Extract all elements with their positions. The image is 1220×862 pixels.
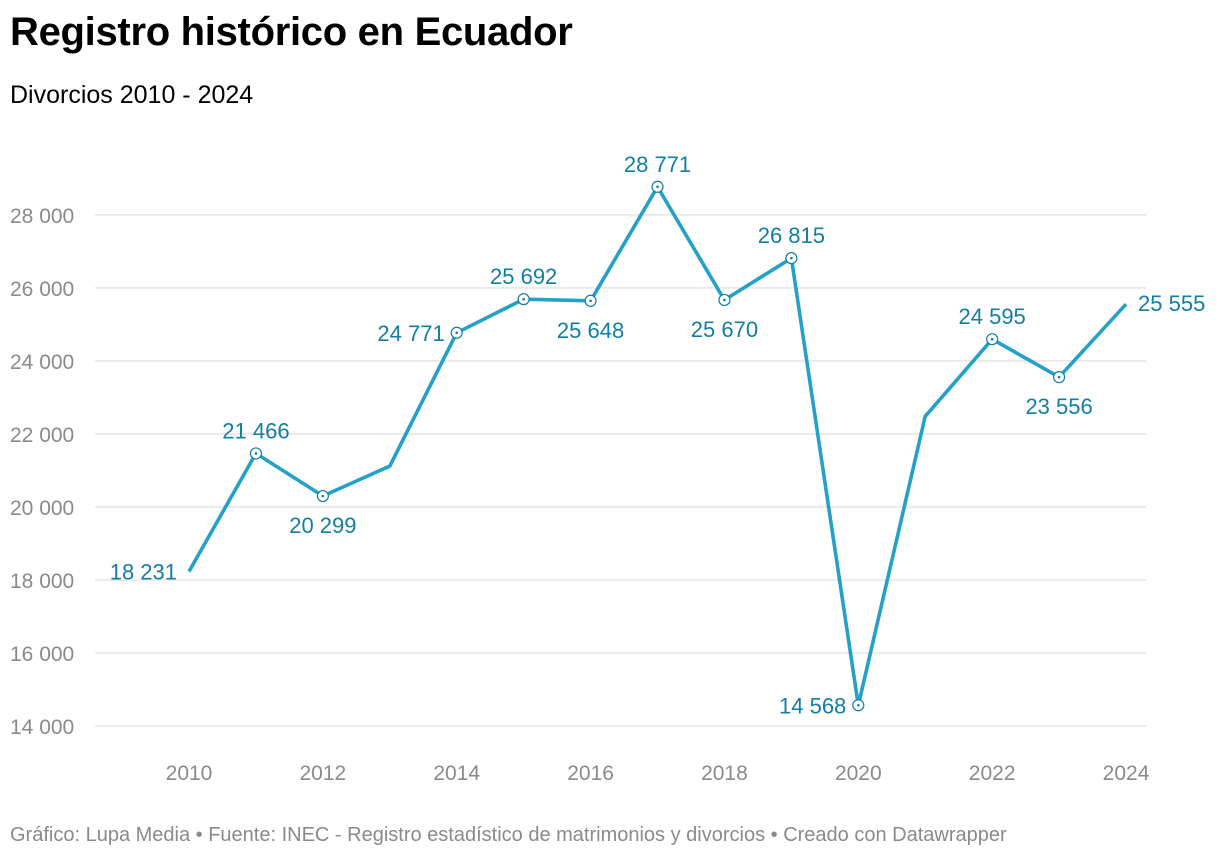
series-line: [187, 183, 1128, 706]
y-tick-label: 20 000: [10, 497, 74, 520]
data-point-dot: [857, 703, 860, 707]
x-tick-label: 2010: [166, 762, 213, 785]
data-point-dot: [1057, 375, 1061, 379]
chart-title: Registro histórico en Ecuador: [10, 10, 573, 54]
data-point-dot: [990, 337, 994, 341]
data-point-dot: [723, 298, 726, 302]
data-point-dot: [790, 256, 793, 260]
data-point-dot: [321, 494, 325, 498]
x-tick-label: 2016: [567, 762, 614, 785]
data-label: 25 670: [691, 317, 758, 342]
data-label: 20 299: [289, 513, 356, 538]
data-label: 21 466: [222, 418, 289, 443]
data-point-dot: [656, 185, 659, 189]
y-axis-ticks: 14 000 16 000 18 000 20 000 22 000 24 000 26 0…: [10, 205, 74, 739]
x-tick-label: 2018: [701, 762, 748, 785]
x-tick-label: 2012: [300, 762, 347, 785]
data-label: 18 231: [110, 560, 177, 585]
gridlines: [95, 214, 1146, 727]
data-label: 24 595: [959, 304, 1026, 329]
y-tick-label: 22 000: [10, 424, 74, 447]
data-label: 26 815: [758, 223, 825, 248]
data-point-dot: [589, 299, 592, 303]
data-label: 14 568: [779, 693, 846, 718]
data-labels: 18 231 21 466 20 299 24 771 25 692 25 648 28 7…: [110, 152, 1206, 719]
data-label: 25 555: [1138, 291, 1205, 316]
line-chart: 14 000 16 000 18 000 20 000 22 000 24 000 26 0…: [10, 152, 1206, 785]
x-tick-label: 2022: [969, 762, 1016, 785]
data-label: 25 648: [557, 318, 624, 343]
x-axis-ticks: 2010 2012 2014 2016 2018 2020 2022 2024: [166, 762, 1150, 785]
data-point-dot: [254, 452, 258, 455]
y-tick-label: 16 000: [10, 643, 74, 666]
source-footer: Gráfico: Lupa Media • Fuente: INEC - Reg…: [10, 824, 1007, 846]
data-label: 25 692: [490, 264, 557, 289]
x-tick-label: 2020: [835, 762, 882, 785]
x-tick-label: 2014: [433, 762, 480, 785]
data-point-dot: [455, 331, 459, 335]
data-point-dot: [522, 297, 525, 301]
y-tick-label: 14 000: [10, 716, 74, 739]
data-label: 24 771: [377, 321, 444, 346]
y-tick-label: 26 000: [10, 278, 74, 301]
y-tick-label: 18 000: [10, 570, 74, 593]
x-tick-label: 2024: [1103, 762, 1150, 785]
data-markers: [249, 180, 1066, 712]
chart-subtitle: Divorcios 2010 - 2024: [10, 81, 254, 109]
y-tick-label: 28 000: [10, 205, 74, 228]
series-divorcios: [187, 183, 1128, 706]
data-label: 28 771: [624, 152, 691, 177]
y-tick-label: 24 000: [10, 351, 74, 374]
data-label: 23 556: [1025, 394, 1092, 419]
